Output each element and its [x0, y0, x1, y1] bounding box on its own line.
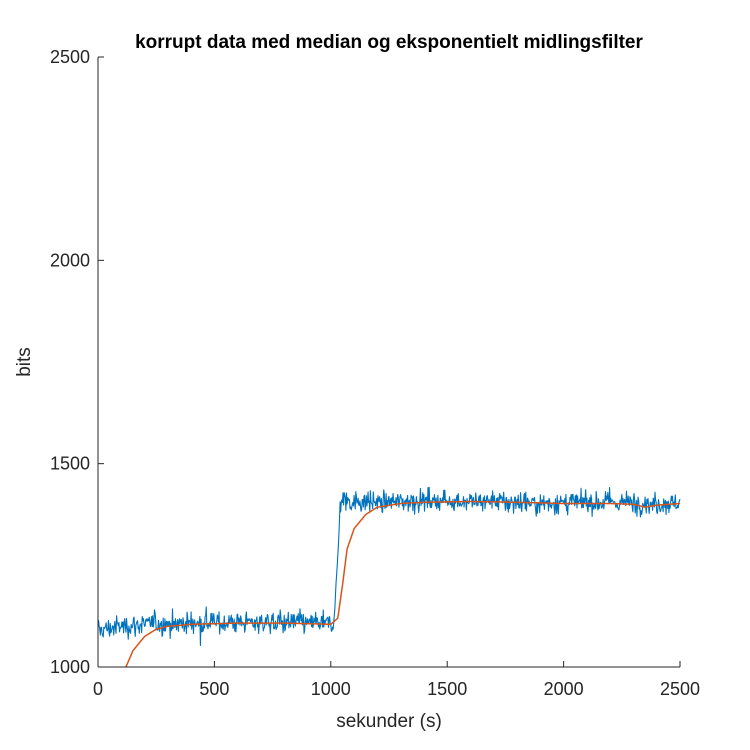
y-tick-label: 1500	[50, 454, 90, 474]
x-tick-label: 2000	[544, 679, 584, 699]
y-ticks: 1000 1500 2000 2500	[50, 47, 104, 677]
series-layer	[97, 486, 681, 668]
y-tick-label: 2500	[50, 47, 90, 67]
x-axis-label: sekunder (s)	[336, 711, 442, 732]
x-tick-label: 2500	[660, 679, 700, 699]
plot-area: 0 500 1000 1500 2000 2500 1000 1500 2000 2500	[50, 47, 700, 699]
y-tick-label: 2000	[50, 250, 90, 270]
x-tick-label: 1000	[311, 679, 351, 699]
x-tick-label: 0	[93, 679, 103, 699]
y-tick-label: 1000	[50, 657, 90, 677]
chart-title: korrupt data med median og eksponentielt…	[135, 32, 643, 53]
x-ticks: 0 500 1000 1500 2000 2500	[93, 661, 700, 699]
x-tick-label: 1500	[427, 679, 467, 699]
x-tick-label: 500	[199, 679, 229, 699]
series-line-1	[97, 486, 681, 647]
series-line-2	[125, 500, 681, 668]
y-axis-label: bits	[14, 347, 35, 377]
